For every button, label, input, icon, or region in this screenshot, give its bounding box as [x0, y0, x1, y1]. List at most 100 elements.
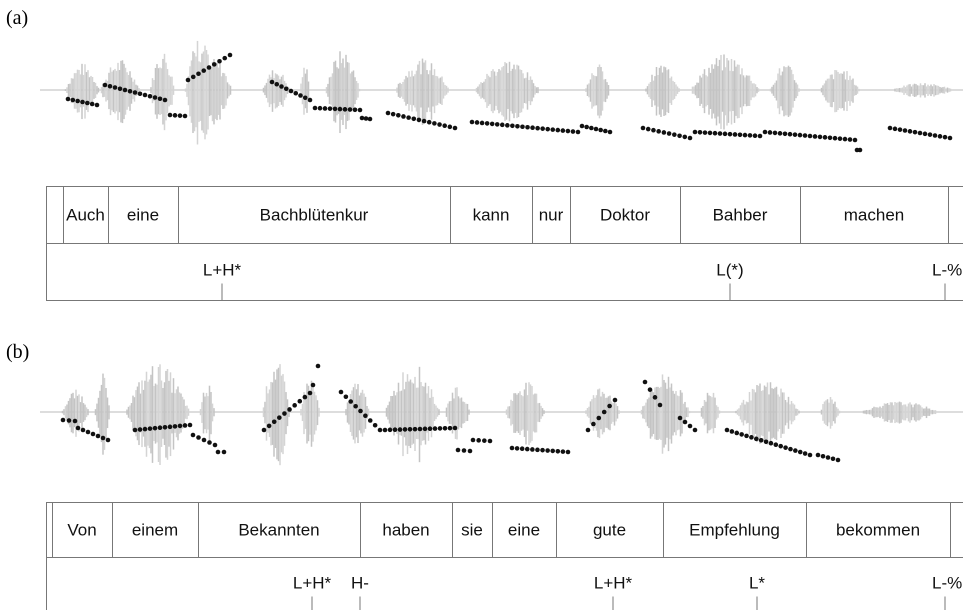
pitch-point [540, 447, 545, 453]
pitch-point [359, 115, 365, 121]
pitch-point [565, 449, 571, 455]
pitch-point [565, 128, 571, 134]
pitch-point [353, 403, 358, 409]
pitch-point [269, 79, 275, 85]
pitch-point [322, 106, 328, 111]
pitch-point [307, 390, 313, 396]
pitch-point [187, 422, 193, 428]
pitch-point [447, 425, 453, 431]
pitch-point [227, 52, 233, 58]
pitch-point [593, 126, 599, 132]
pitch-point [293, 90, 299, 96]
pitch-point [737, 132, 743, 138]
pitch-point [749, 435, 754, 440]
pitch-point [177, 423, 183, 429]
pitch-point [182, 113, 188, 119]
pitch-point [734, 430, 740, 436]
pitch-point [372, 422, 378, 428]
pitch-point [802, 133, 808, 138]
pitch-point [105, 437, 111, 443]
pitch-point [902, 128, 908, 133]
pitch-point [147, 426, 153, 431]
tone-label: H- [351, 574, 369, 593]
pitch-point [783, 445, 788, 450]
pitch-point [579, 123, 585, 129]
pitch-point [432, 426, 438, 431]
pitch-point [416, 117, 422, 123]
pitch-point [487, 438, 493, 444]
pitch-point [520, 124, 525, 130]
pitch-point [772, 130, 778, 136]
pitch-point [661, 130, 667, 135]
pitch-point [570, 129, 576, 134]
pitch-point [672, 132, 677, 137]
pitch-point [137, 91, 143, 97]
word-label: eine [508, 521, 540, 540]
pitch-point [847, 137, 853, 142]
tier-box [46, 502, 963, 610]
pitch-point [217, 58, 222, 64]
pitch-point [417, 426, 423, 432]
pitch-point [742, 132, 748, 138]
pitch-point [392, 427, 398, 433]
pitch-point [815, 452, 821, 458]
pitch-point [479, 120, 485, 126]
pitch-point [317, 105, 323, 111]
pitch-point [887, 125, 893, 131]
pitch-point [937, 134, 943, 139]
pitch-point [797, 449, 803, 455]
pitch-point [509, 445, 515, 451]
word-label: Auch [66, 206, 105, 225]
word-label: Von [67, 521, 96, 540]
pitch-point [292, 403, 297, 408]
pitch-point [406, 115, 411, 120]
pitch-point [494, 122, 500, 127]
pitch-point [377, 427, 383, 433]
pitch-point [315, 363, 321, 369]
pitch-point [172, 113, 178, 118]
word-label: sie [461, 521, 483, 540]
pitch-point [85, 100, 90, 106]
tone-label: L+H* [293, 574, 332, 593]
pitch-point [717, 131, 723, 136]
pitch-point [707, 130, 713, 136]
pitch-point [147, 93, 153, 99]
pitch-point [221, 449, 227, 455]
pitch-point [142, 92, 148, 98]
pitch-point [932, 133, 938, 138]
pitch-point [942, 134, 948, 140]
pitch-point [817, 134, 823, 140]
pitch-point [744, 433, 749, 439]
pitch-point [947, 135, 953, 141]
pitch-point [792, 132, 798, 137]
pitch-point [907, 129, 913, 134]
pitch-point [729, 429, 735, 434]
pitch-point [692, 427, 698, 433]
pitch-point [190, 74, 196, 80]
pitch-point [762, 129, 768, 135]
pitch-point [206, 65, 212, 70]
pitch-point [397, 427, 403, 432]
pitch-point [777, 131, 783, 136]
pitch-point [832, 135, 838, 141]
pitch-point [412, 426, 418, 432]
pitch-point [307, 97, 313, 103]
pitch-point [758, 437, 764, 443]
pitch-point [363, 116, 369, 121]
pitch-point [802, 451, 808, 456]
pitch-point [645, 126, 651, 132]
pitch-point [196, 71, 201, 77]
pitch-point [127, 88, 133, 94]
pitch-point [530, 447, 535, 452]
pitch-point [550, 448, 556, 454]
word-label: Bekannten [238, 521, 319, 540]
pitch-point [892, 126, 898, 132]
pitch-point [601, 409, 607, 415]
pitch-point [724, 427, 730, 433]
word-label: kann [473, 206, 510, 225]
pitch-point [657, 402, 663, 408]
pitch-point [266, 423, 272, 429]
pitch-point [107, 83, 113, 89]
pitch-point [827, 135, 833, 141]
